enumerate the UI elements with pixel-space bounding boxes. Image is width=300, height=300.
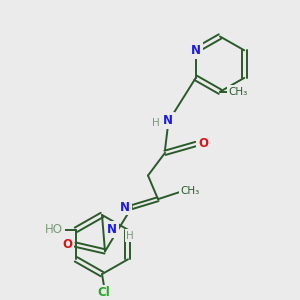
Text: H: H <box>126 231 134 241</box>
Text: N: N <box>191 44 201 57</box>
Text: N: N <box>163 114 173 127</box>
Text: CH₃: CH₃ <box>180 186 200 196</box>
Text: O: O <box>198 137 208 151</box>
Text: N: N <box>120 201 130 214</box>
Text: Cl: Cl <box>98 286 110 299</box>
Text: HO: HO <box>45 223 63 236</box>
Text: O: O <box>62 238 72 251</box>
Text: H: H <box>152 118 160 128</box>
Text: CH₃: CH₃ <box>228 87 248 97</box>
Text: N: N <box>107 223 117 236</box>
